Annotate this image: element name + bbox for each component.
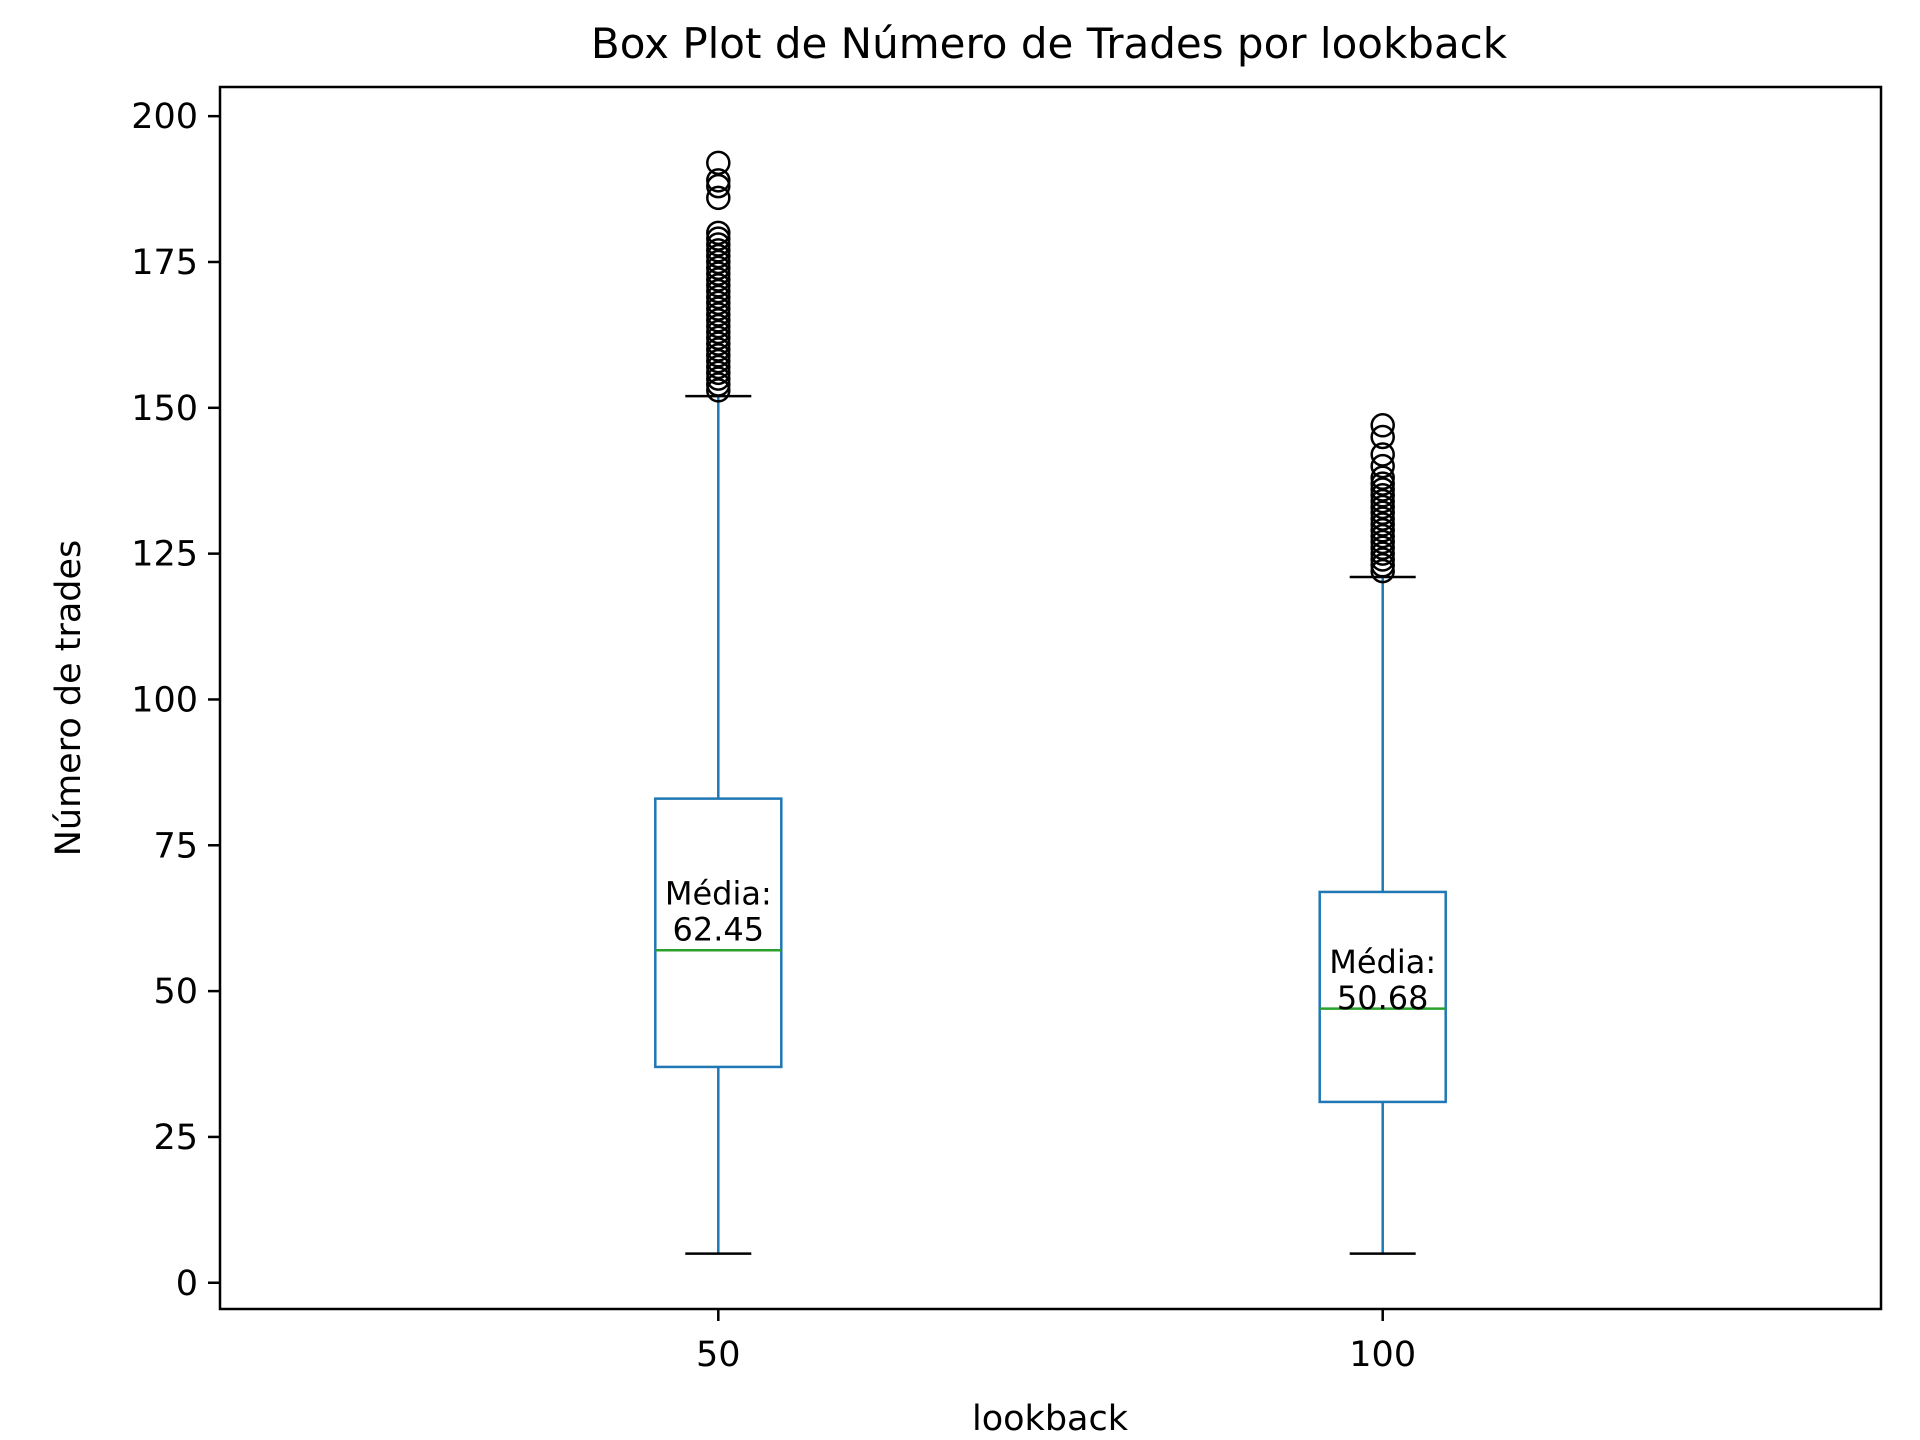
outlier-point bbox=[706, 249, 731, 275]
outlier-point bbox=[706, 226, 731, 251]
iqr-box bbox=[1318, 890, 1447, 1104]
outlier-point bbox=[706, 354, 731, 380]
outlier-point bbox=[1370, 424, 1395, 450]
y-tick-label: 100 bbox=[131, 680, 198, 720]
chart-title: Box Plot de Número de Trades por lookbac… bbox=[591, 19, 1508, 68]
outlier-point bbox=[706, 185, 731, 211]
outlier-point bbox=[706, 267, 731, 292]
outlier-point bbox=[1370, 494, 1395, 520]
outlier-point bbox=[1370, 547, 1395, 572]
outlier-point bbox=[706, 220, 731, 246]
outlier-point bbox=[1370, 535, 1395, 561]
outlier-point bbox=[706, 232, 731, 257]
outlier-point bbox=[1370, 465, 1395, 491]
outlier-point bbox=[706, 308, 731, 333]
outlier-point bbox=[1370, 413, 1395, 438]
outlier-point bbox=[1370, 477, 1395, 502]
outlier-point bbox=[1370, 500, 1395, 526]
outlier-point bbox=[1370, 483, 1395, 508]
x-axis: 50 100 bbox=[696, 1309, 1416, 1375]
plot-area-frame bbox=[218, 85, 1883, 1311]
outlier-point bbox=[706, 343, 731, 368]
outlier-point bbox=[1370, 523, 1395, 549]
box-100: Média:50.68 bbox=[1318, 413, 1447, 1255]
outlier-point bbox=[706, 273, 731, 298]
outlier-point bbox=[1370, 442, 1395, 467]
outlier-point bbox=[706, 296, 731, 321]
outlier-point bbox=[706, 348, 731, 374]
outlier-point bbox=[706, 284, 731, 310]
outlier-point bbox=[706, 360, 731, 386]
outlier-point bbox=[706, 366, 731, 391]
mean-annotation-value: 50.68 bbox=[1337, 979, 1429, 1017]
mean-annotation-label: Média: bbox=[1329, 943, 1436, 981]
y-axis: 0 25 50 75 100 125 150 175 200 bbox=[131, 97, 220, 1304]
outlier-point bbox=[706, 378, 731, 403]
x-tick-label: 50 bbox=[696, 1335, 741, 1375]
outlier-point bbox=[706, 168, 731, 193]
outlier-point bbox=[1370, 488, 1395, 514]
mean-annotation-value: 62.45 bbox=[672, 910, 764, 948]
y-tick-label: 150 bbox=[131, 389, 198, 429]
y-tick-label: 175 bbox=[131, 243, 198, 283]
outlier-point bbox=[706, 255, 731, 281]
y-tick-label: 25 bbox=[153, 1118, 198, 1158]
outlier-point bbox=[706, 173, 731, 199]
iqr-box bbox=[654, 797, 783, 1069]
y-tick-label: 75 bbox=[153, 826, 198, 866]
outlier-point bbox=[706, 150, 731, 176]
outlier-point bbox=[706, 331, 731, 356]
y-axis-label: Número de trades bbox=[49, 540, 89, 857]
outlier-point bbox=[1370, 529, 1395, 555]
outlier-point bbox=[1370, 541, 1395, 566]
x-axis-label: lookback bbox=[972, 1399, 1129, 1439]
outlier-point bbox=[706, 290, 731, 316]
outlier-point bbox=[706, 325, 731, 351]
outlier-point bbox=[1370, 518, 1395, 543]
outlier-point bbox=[706, 278, 731, 304]
outlier-point bbox=[706, 319, 731, 345]
outlier-point bbox=[1370, 453, 1395, 479]
outlier-point bbox=[1370, 512, 1395, 537]
outlier-point bbox=[706, 243, 731, 269]
y-tick-label: 0 bbox=[176, 1264, 198, 1304]
outlier-point bbox=[706, 313, 731, 339]
x-tick-label: 100 bbox=[1349, 1335, 1416, 1375]
outlier-point bbox=[706, 238, 731, 263]
outlier-point bbox=[706, 261, 731, 286]
outlier-point bbox=[1370, 506, 1395, 531]
outlier-point bbox=[706, 302, 731, 327]
y-tick-label: 200 bbox=[131, 97, 198, 137]
mean-annotation-label: Média: bbox=[665, 874, 772, 912]
outlier-point bbox=[706, 372, 731, 397]
y-tick-label: 50 bbox=[153, 972, 198, 1012]
outlier-point bbox=[706, 337, 731, 362]
box-50: Média:62.45 bbox=[654, 150, 783, 1255]
outlier-point bbox=[1370, 553, 1395, 578]
outlier-point bbox=[1370, 471, 1395, 496]
y-tick-label: 125 bbox=[131, 535, 198, 575]
outlier-point bbox=[1370, 558, 1395, 584]
